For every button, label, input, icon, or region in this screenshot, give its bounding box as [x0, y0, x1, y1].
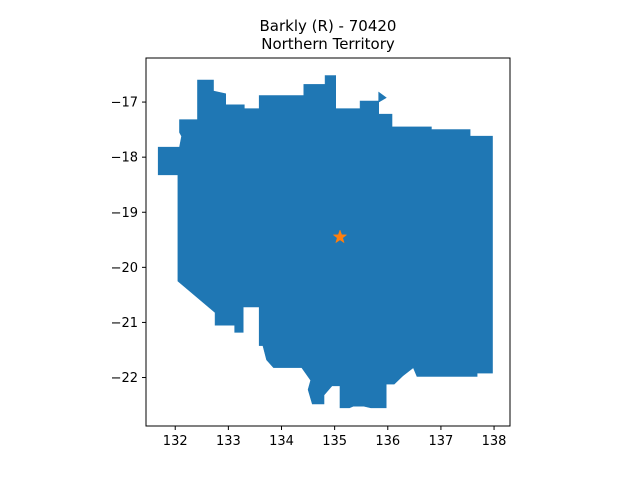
- plot-frame: [145, 57, 511, 427]
- x-tick-label: 137: [429, 434, 454, 449]
- x-axis: 132 133 134 135 136 137 138: [163, 426, 507, 449]
- y-tick-label: −19: [111, 206, 138, 221]
- region-polygon: [157, 75, 493, 409]
- y-tick-label: −22: [111, 371, 138, 386]
- x-tick-label: 138: [482, 434, 507, 449]
- chart-title-line-2: Northern Territory: [261, 35, 395, 53]
- chart-title-line-1: Barkly (R) - 70420: [260, 17, 397, 35]
- y-tick-label: −21: [111, 316, 138, 331]
- x-tick-label: 132: [163, 434, 188, 449]
- x-tick-label: 133: [216, 434, 241, 449]
- y-tick-label: −20: [111, 261, 138, 276]
- centroid-star-marker: [332, 229, 348, 244]
- x-tick-label: 134: [269, 434, 294, 449]
- y-tick-label: −17: [111, 96, 138, 111]
- y-axis: −17 −18 −19 −20 −21 −22: [111, 96, 146, 386]
- x-tick-label: 136: [375, 434, 400, 449]
- x-tick-label: 135: [322, 434, 347, 449]
- y-tick-label: −18: [111, 151, 138, 166]
- plot-area: [145, 57, 511, 427]
